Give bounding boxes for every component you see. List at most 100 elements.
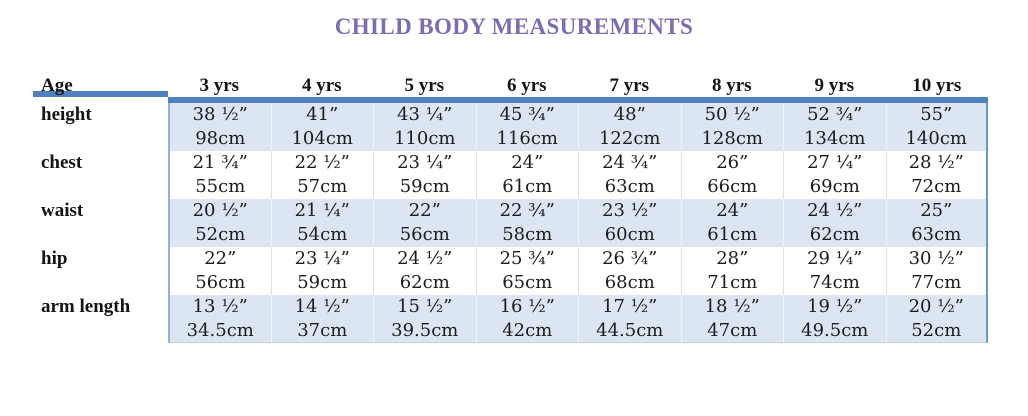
inches-value: 20 ½” [192, 200, 248, 221]
cm-value: 122cm [598, 128, 661, 149]
inches-value: 48” [613, 104, 646, 125]
measurement-cell-chest-5-yrs: 23 ¼” 59cm [373, 151, 476, 199]
inches-value: 55” [920, 104, 953, 125]
inches-value: 29 ¼” [807, 248, 863, 269]
measurement-cell-chest-10-yrs: 28 ½” 72cm [885, 151, 988, 199]
measurement-cell-chest-9-yrs: 27 ¼” 69cm [783, 151, 886, 199]
measurement-cell-chest-7-yrs: 24 ¾” 63cm [578, 151, 681, 199]
cm-value: 110cm [393, 128, 456, 149]
row-label-height: height [33, 103, 168, 151]
age-column-header-6-yrs: 6 yrs [475, 74, 578, 103]
inches-value: 24 ¾” [602, 152, 658, 173]
inches-value: 17 ½” [602, 296, 658, 317]
row-label-hip: hip [33, 247, 168, 295]
cm-value: 44.5cm [596, 320, 664, 341]
measurement-cell-height-6-yrs: 45 ¾” 116cm [475, 103, 578, 151]
measurement-cell-chest-8-yrs: 26” 66cm [680, 151, 783, 199]
measurement-cell-arm-length-9-yrs: 19 ½” 49.5cm [783, 295, 886, 343]
cm-value: 134cm [803, 128, 866, 149]
inches-value: 23 ¼” [397, 152, 453, 173]
measurement-cell-arm-length-7-yrs: 17 ½” 44.5cm [578, 295, 681, 343]
measurement-cell-height-8-yrs: 50 ½” 128cm [680, 103, 783, 151]
inches-value: 45 ¾” [499, 104, 555, 125]
cm-value: 59cm [297, 272, 348, 293]
inches-value: 41” [306, 104, 339, 125]
cm-value: 61cm [502, 176, 553, 197]
inches-value: 20 ½” [908, 296, 964, 317]
inches-value: 21 ¼” [294, 200, 350, 221]
inches-value: 26 ¾” [602, 248, 658, 269]
cm-value: 104cm [291, 128, 353, 149]
inches-value: 30 ½” [908, 248, 964, 269]
measurement-cell-height-5-yrs: 43 ¼” 110cm [373, 103, 476, 151]
cm-value: 34.5cm [186, 320, 254, 341]
cm-value: 57cm [297, 176, 348, 197]
child-body-measurements-table: Age 3 yrs 4 yrs 5 yrs 6 yrs 7 yrs 8 yrs 9 yrs 1… [33, 74, 988, 343]
inches-value: 24” [511, 152, 544, 173]
cm-value: 63cm [604, 176, 655, 197]
measurement-cell-height-10-yrs: 55” 140cm [885, 103, 988, 151]
inches-value: 22 ¾” [499, 200, 555, 221]
measurement-cell-waist-7-yrs: 23 ½” 60cm [578, 199, 681, 247]
cm-value: 60cm [604, 224, 655, 245]
inches-value: 28 ½” [908, 152, 964, 173]
measurement-cell-hip-6-yrs: 25 ¾” 65cm [475, 247, 578, 295]
cm-value: 128cm [701, 128, 763, 149]
age-column-header-3-yrs: 3 yrs [168, 74, 271, 103]
measurement-cell-waist-6-yrs: 22 ¾” 58cm [475, 199, 578, 247]
cm-value: 42cm [502, 320, 553, 341]
inches-value: 24” [716, 200, 749, 221]
inches-value: 22” [408, 200, 441, 221]
row-label-waist: waist [33, 199, 168, 247]
cm-value: 66cm [707, 176, 758, 197]
inches-value: 52 ¾” [807, 104, 863, 125]
age-column-header-9-yrs: 9 yrs [783, 74, 886, 103]
measurement-cell-height-3-yrs: 38 ½” 98cm [168, 103, 271, 151]
row-label-arm-length: arm length [33, 295, 168, 343]
measurement-cell-height-4-yrs: 41” 104cm [270, 103, 373, 151]
cm-value: 39.5cm [391, 320, 459, 341]
measurement-cell-chest-3-yrs: 21 ¾” 55cm [168, 151, 271, 199]
measurement-cell-arm-length-6-yrs: 16 ½” 42cm [475, 295, 578, 343]
cm-value: 69cm [809, 176, 860, 197]
cm-value: 61cm [707, 224, 758, 245]
cm-value: 72cm [911, 176, 962, 197]
measurement-cell-arm-length-8-yrs: 18 ½” 47cm [680, 295, 783, 343]
measurement-cell-waist-8-yrs: 24” 61cm [680, 199, 783, 247]
cm-value: 37cm [297, 320, 348, 341]
cm-value: 56cm [399, 224, 450, 245]
inches-value: 43 ¼” [397, 104, 453, 125]
row-label-chest: chest [33, 151, 168, 199]
measurement-cell-chest-4-yrs: 22 ½” 57cm [270, 151, 373, 199]
inches-value: 23 ½” [602, 200, 658, 221]
age-column-header-5-yrs: 5 yrs [373, 74, 476, 103]
inches-value: 26” [716, 152, 749, 173]
cm-value: 54cm [297, 224, 348, 245]
age-column-header-10-yrs: 10 yrs [885, 74, 988, 103]
inches-value: 22 ½” [294, 152, 350, 173]
measurement-cell-waist-5-yrs: 22” 56cm [373, 199, 476, 247]
inches-value: 18 ½” [704, 296, 760, 317]
measurement-cell-height-7-yrs: 48” 122cm [578, 103, 681, 151]
age-column-header-7-yrs: 7 yrs [578, 74, 681, 103]
inches-value: 27 ¼” [807, 152, 863, 173]
inches-value: 25” [920, 200, 953, 221]
cm-value: 52cm [195, 224, 246, 245]
cm-value: 71cm [707, 272, 758, 293]
measurement-cell-hip-4-yrs: 23 ¼” 59cm [270, 247, 373, 295]
cm-value: 116cm [496, 128, 558, 149]
inches-value: 24 ½” [807, 200, 863, 221]
measurement-cell-arm-length-5-yrs: 15 ½” 39.5cm [373, 295, 476, 343]
cm-value: 59cm [399, 176, 450, 197]
inches-value: 15 ½” [397, 296, 453, 317]
measurement-cell-chest-6-yrs: 24” 61cm [475, 151, 578, 199]
inches-value: 50 ½” [704, 104, 760, 125]
inches-value: 23 ¼” [294, 248, 350, 269]
cm-value: 98cm [195, 128, 246, 149]
inches-value: 24 ½” [397, 248, 453, 269]
inches-value: 13 ½” [192, 296, 248, 317]
measurement-cell-waist-9-yrs: 24 ½” 62cm [783, 199, 886, 247]
measurement-cell-hip-5-yrs: 24 ½” 62cm [373, 247, 476, 295]
cm-value: 62cm [809, 224, 860, 245]
cm-value: 56cm [195, 272, 246, 293]
